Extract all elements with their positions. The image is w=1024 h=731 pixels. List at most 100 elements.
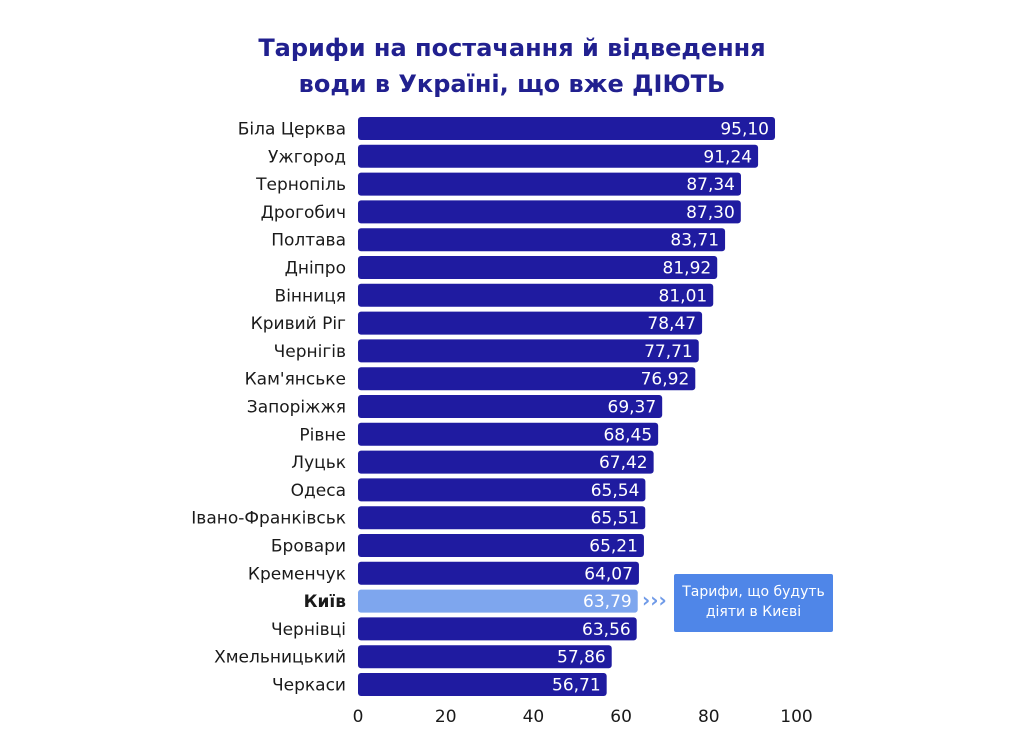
bar: [358, 506, 646, 530]
bar-highlight: [358, 589, 638, 613]
bar: [358, 395, 663, 418]
x-tick-label: 80: [698, 707, 720, 727]
bar: [358, 256, 718, 279]
category-label: Дніпро: [285, 259, 346, 279]
bar: [358, 561, 639, 585]
data-label: 65,51: [591, 509, 640, 529]
data-label: 63,79: [583, 592, 632, 612]
category-label: Черкаси: [272, 676, 346, 696]
bar-row: Рівне 68,45: [299, 422, 659, 446]
category-label: Одеса: [291, 481, 346, 501]
data-label: 56,71: [552, 676, 601, 696]
bar: [358, 228, 726, 252]
bar: [358, 311, 703, 335]
category-label: Кременчук: [248, 564, 346, 584]
bar: [358, 673, 607, 696]
bar: [358, 117, 776, 140]
x-tick-label: 100: [780, 707, 812, 727]
bars-layer: Біла Церква 95,10 Ужгород 91,24 Тернопіль 87,…: [191, 117, 776, 696]
data-label: 64,07: [584, 564, 633, 584]
bar-row: Запоріжжя 69,37: [247, 395, 663, 418]
bar-row: Кам'янське 76,92: [245, 367, 696, 391]
category-label: Дрогобич: [261, 203, 346, 223]
chart-title-line-2: води в Україні, що вже ДІЮТЬ: [298, 70, 726, 98]
data-label: 95,10: [720, 120, 769, 140]
data-label: 69,37: [608, 398, 657, 418]
category-label: Полтава: [271, 231, 346, 251]
category-label: Хмельницький: [214, 648, 346, 668]
bar-row: Полтава 83,71: [271, 228, 726, 252]
data-label: 68,45: [603, 425, 652, 445]
category-label: Тернопіль: [255, 175, 346, 195]
bar: [358, 422, 659, 446]
bar-row: Бровари 65,21: [271, 534, 644, 557]
bar-row: Одеса 65,54: [291, 478, 646, 502]
annotation-arrow-icon: ›››: [642, 588, 667, 612]
bar-row: Хмельницький 57,86: [214, 645, 612, 669]
data-label: 57,86: [557, 648, 606, 668]
bar: [358, 645, 612, 669]
category-label: Івано-Франківськ: [191, 509, 346, 529]
category-label: Бровари: [271, 537, 346, 557]
data-label: 77,71: [644, 342, 693, 362]
data-label: 91,24: [703, 147, 752, 167]
data-label: 76,92: [641, 370, 690, 390]
bar: [358, 478, 646, 502]
data-label: 65,54: [591, 481, 640, 501]
bar-row: Дніпро 81,92: [285, 256, 718, 279]
bar-row: Дрогобич 87,30: [261, 200, 741, 224]
data-label: 67,42: [599, 453, 648, 473]
bar-row: Івано-Франківськ 65,51: [191, 506, 646, 530]
bar: [358, 200, 741, 224]
bar-row: Тернопіль 87,34: [255, 172, 741, 196]
data-label: 65,21: [589, 537, 638, 557]
bar-row: Біла Церква 95,10: [238, 117, 776, 140]
category-label: Ужгород: [268, 147, 346, 167]
bar-row: Київ 63,79: [304, 589, 638, 613]
bar: [358, 450, 654, 474]
bar-row: Черкаси 56,71: [272, 673, 607, 696]
bar: [358, 534, 644, 557]
x-tick-label: 60: [610, 707, 632, 727]
annotation-text: Тарифи, що будуть: [681, 584, 825, 600]
category-label: Кривий Ріг: [251, 314, 346, 334]
category-label: Чернівці: [271, 620, 346, 640]
category-label: Рівне: [299, 425, 346, 445]
bar: [358, 339, 699, 363]
data-label: 87,30: [686, 203, 735, 223]
annotation-box: [674, 574, 833, 632]
chart-title-line-1: Тарифи на постачання й відведення: [258, 34, 766, 62]
bar: [358, 617, 637, 641]
chart-title: Тарифи на постачання й відведення води в…: [0, 30, 1024, 102]
bar: [358, 283, 714, 307]
x-tick-label: 0: [353, 707, 364, 727]
x-tick-label: 20: [435, 707, 457, 727]
category-label: Вінниця: [275, 286, 346, 306]
bar-row: Чернігів 77,71: [274, 339, 699, 363]
data-label: 87,34: [686, 175, 735, 195]
category-label: Київ: [304, 592, 347, 612]
data-label: 83,71: [670, 231, 719, 251]
kyiv-annotation: ››› Тарифи, що будуть діяти в Києві: [642, 574, 833, 632]
x-tick-label: 40: [523, 707, 545, 727]
category-label: Запоріжжя: [247, 398, 346, 418]
bar-row: Ужгород 91,24: [268, 144, 759, 168]
category-label: Кам'янське: [245, 370, 346, 390]
category-label: Луцьк: [291, 453, 346, 473]
bar-row: Вінниця 81,01: [275, 283, 714, 307]
bar-row: Кременчук 64,07: [248, 561, 639, 585]
bar: [358, 367, 696, 391]
category-label: Чернігів: [274, 342, 346, 362]
bar-row: Луцьк 67,42: [291, 450, 654, 474]
bar: [358, 144, 759, 168]
bar-row: Чернівці 63,56: [271, 617, 637, 641]
data-label: 81,01: [659, 286, 708, 306]
data-label: 78,47: [647, 314, 696, 334]
data-label: 63,56: [582, 620, 631, 640]
data-label: 81,92: [663, 259, 712, 279]
annotation-text: діяти в Києві: [706, 604, 801, 620]
bar-row: Кривий Ріг 78,47: [251, 311, 703, 335]
bar: [358, 172, 741, 196]
x-axis: 0 20 40 60 80 100: [353, 707, 813, 727]
